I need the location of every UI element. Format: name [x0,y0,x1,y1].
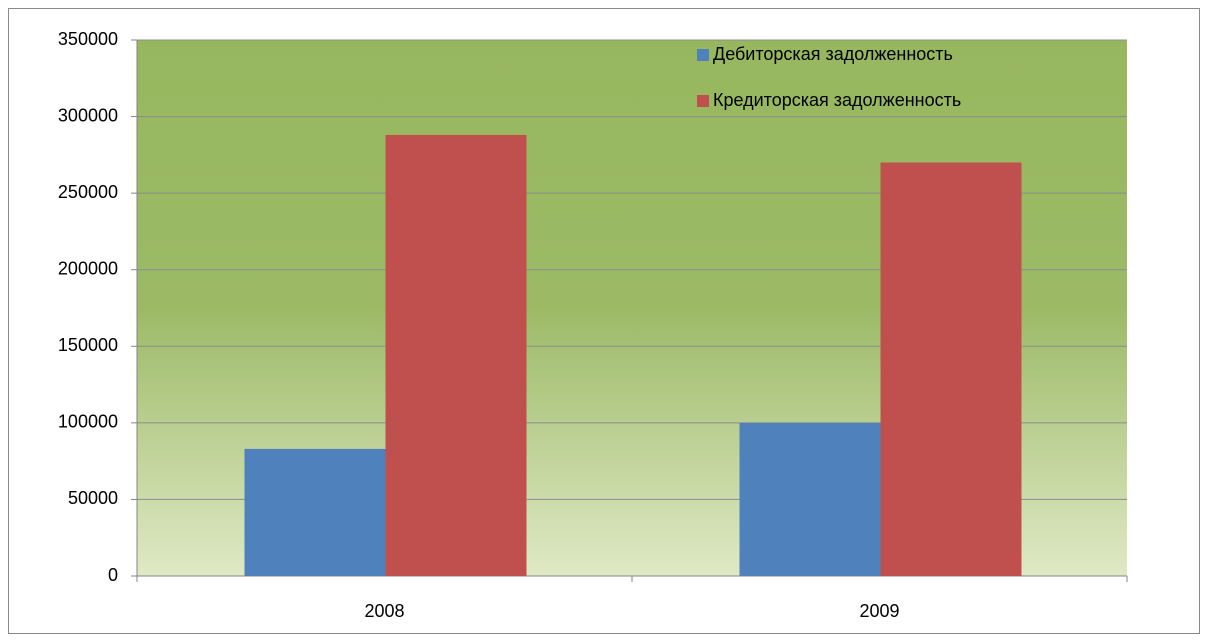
y-tick-label: 350000 [58,29,118,49]
y-tick-label: 300000 [58,105,118,125]
y-tick-label: 200000 [58,258,118,278]
bar [739,422,881,576]
y-tick-label: 150000 [58,335,118,355]
y-tick-label: 0 [108,565,118,585]
legend-label: Кредиторская задолженность [713,90,961,110]
x-tick-label: 2009 [859,601,899,621]
legend-swatch [697,49,709,61]
legend-label: Дебиторская задолженность [713,44,953,64]
legend-swatch [697,95,709,107]
y-tick-label: 50000 [68,488,118,508]
bar [385,134,527,576]
y-tick-label: 100000 [58,412,118,432]
bar [880,162,1022,576]
bar [244,448,386,576]
x-tick-label: 2008 [364,601,404,621]
y-tick-label: 250000 [58,182,118,202]
